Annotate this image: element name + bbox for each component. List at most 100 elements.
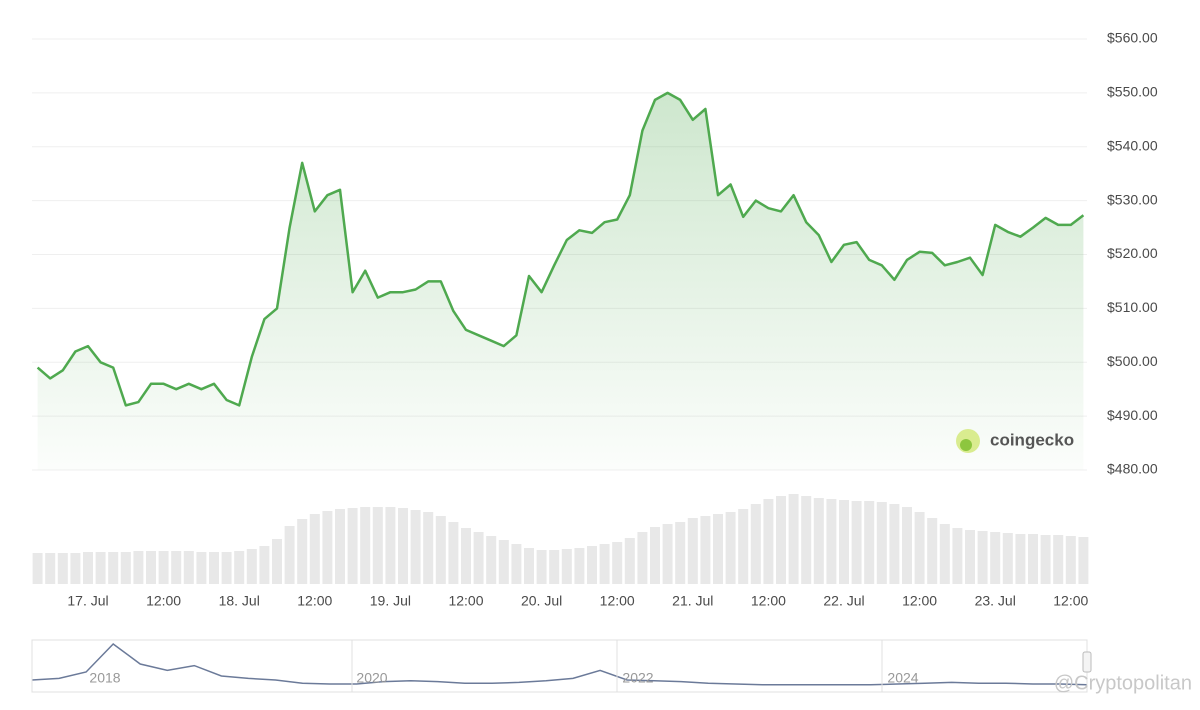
volume-bar <box>574 548 585 584</box>
volume-bar <box>45 553 56 584</box>
volume-bar <box>398 508 408 584</box>
x-tick-label: 20. Jul <box>521 593 562 609</box>
volume-bar <box>889 504 900 584</box>
volume-bar <box>637 532 648 584</box>
x-tick-label: 21. Jul <box>672 593 713 609</box>
volume-bar <box>183 551 194 584</box>
volume-bar <box>826 499 837 584</box>
volume-bar <box>1040 535 1051 584</box>
volume-bar <box>158 551 169 584</box>
volume-bar <box>473 532 484 584</box>
x-tick-label: 17. Jul <box>67 593 108 609</box>
volume-bar <box>322 511 333 584</box>
x-tick-label: 12:00 <box>146 593 181 609</box>
x-tick-label: 19. Jul <box>370 593 411 609</box>
volume-bar <box>813 498 824 584</box>
volume-bar <box>713 514 723 584</box>
volume-bar <box>234 551 245 584</box>
volume-bar <box>272 539 282 584</box>
volume-bar <box>309 514 320 584</box>
volume-bar <box>461 528 471 584</box>
volume-bar <box>650 527 660 584</box>
volume-bar <box>1065 536 1076 584</box>
logo-text: coingecko <box>990 430 1074 449</box>
volume-bar <box>196 552 207 584</box>
volume-bar <box>612 542 623 584</box>
volume-bar <box>1078 537 1089 584</box>
volume-bar <box>939 524 950 584</box>
volume-bar <box>977 531 988 584</box>
watermark: @Cryptopolitan <box>1054 672 1192 694</box>
x-tick-label: 12:00 <box>902 593 937 609</box>
volume-bar <box>902 507 912 584</box>
y-tick-label: $480.00 <box>1107 461 1158 477</box>
price-line <box>36 91 1085 407</box>
volume-bar <box>965 530 975 584</box>
volume-bar <box>83 552 93 584</box>
volume-bar <box>448 522 459 584</box>
volume-bar <box>549 550 560 584</box>
navigator-label: 2024 <box>887 670 918 686</box>
volume-bar <box>864 501 875 584</box>
volume-bar <box>171 551 182 584</box>
y-tick-label: $550.00 <box>1107 84 1158 100</box>
volume-bar <box>95 552 106 584</box>
x-tick-label: 18. Jul <box>219 593 260 609</box>
navigator-line <box>31 643 1088 686</box>
volume-bar <box>335 509 345 584</box>
volume-bar <box>750 504 761 584</box>
volume-bar <box>776 496 786 584</box>
volume-bar <box>70 553 81 584</box>
volume-bar <box>801 496 812 584</box>
volume-bar <box>624 538 635 584</box>
volume-bar <box>851 501 862 584</box>
x-tick-label: 12:00 <box>751 593 786 609</box>
volume-bar <box>246 549 257 584</box>
volume-bar <box>725 512 736 584</box>
volume-bar <box>284 526 295 584</box>
x-tick-label: 12:00 <box>1053 593 1088 609</box>
x-tick-label: 12:00 <box>448 593 483 609</box>
volume-bar <box>599 544 610 584</box>
volume-bar <box>57 553 68 584</box>
volume-bar <box>536 550 547 584</box>
volume-bar <box>347 508 358 584</box>
volume-bar <box>133 551 144 584</box>
volume-bar <box>876 502 887 584</box>
volume-bar <box>952 528 963 584</box>
volume-bar <box>511 544 522 584</box>
volume-bar <box>435 516 446 584</box>
volume-bar <box>423 512 434 584</box>
y-tick-label: $500.00 <box>1107 353 1158 369</box>
volume-bar <box>1002 533 1013 584</box>
volume-bar <box>990 532 1001 584</box>
volume-bar <box>788 494 799 584</box>
volume-bar <box>914 512 925 584</box>
volume-bar <box>108 552 119 584</box>
navigator-label: 2020 <box>356 670 387 686</box>
x-tick-label: 22. Jul <box>823 593 864 609</box>
navigator-handle <box>1082 651 1092 673</box>
volume-bar <box>32 553 43 584</box>
navigator-label: 2022 <box>622 670 653 686</box>
volume-bar <box>587 546 597 584</box>
volume-bar <box>1053 535 1064 584</box>
volume-bar <box>360 507 371 584</box>
area-fill <box>37 92 1084 471</box>
volume-bar <box>1028 534 1038 584</box>
x-tick-label: 12:00 <box>600 593 635 609</box>
y-tick-label: $560.00 <box>1107 30 1158 46</box>
volume-bar <box>297 519 308 584</box>
volume-bar <box>927 518 938 584</box>
x-tick-label: 12:00 <box>297 593 332 609</box>
volume-bar <box>662 524 673 584</box>
volume-bar <box>498 540 509 584</box>
volume-bar <box>524 548 534 584</box>
volume-bar <box>1015 534 1026 584</box>
volume-bar <box>763 499 774 584</box>
volume-bar <box>259 546 270 584</box>
y-tick-label: $520.00 <box>1107 245 1158 261</box>
volume-bar <box>410 510 421 584</box>
volume-bar <box>146 551 156 584</box>
